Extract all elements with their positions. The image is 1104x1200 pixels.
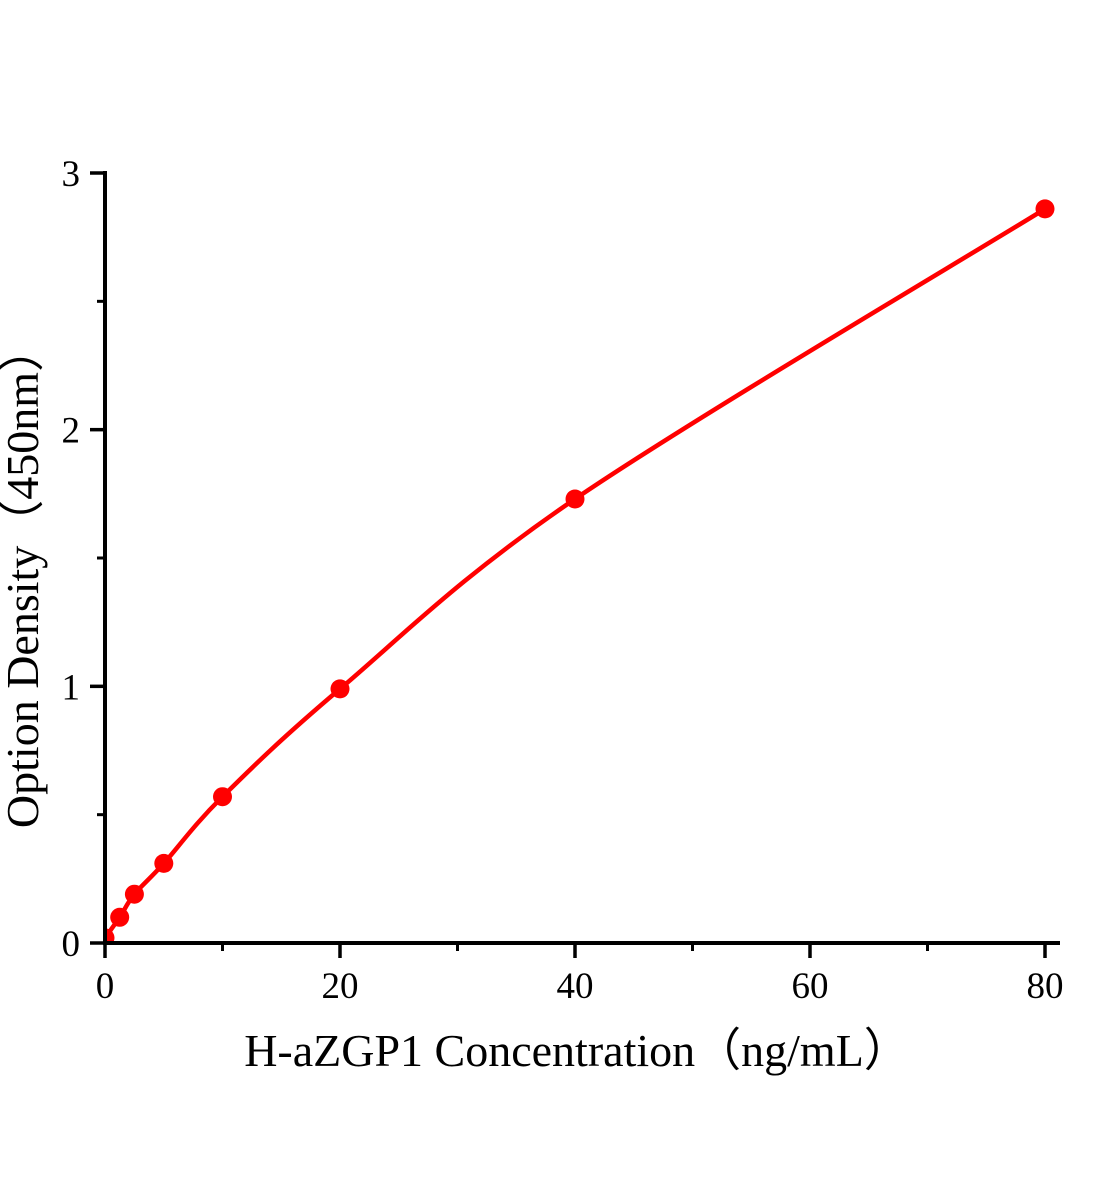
y-axis-title: Option Density（450nm） — [0, 326, 48, 828]
x-tick-label: 80 — [1027, 966, 1064, 1007]
x-tick-label: 60 — [792, 966, 829, 1007]
data-point-marker — [565, 489, 585, 509]
x-tick-label: 40 — [557, 966, 594, 1007]
data-point-marker — [213, 787, 232, 807]
data-series — [103, 199, 1055, 945]
x-axis-title: H-aZGP1 Concentration（ng/mL） — [244, 1025, 910, 1076]
tick-labels: 0 20 40 60 80 0 1 2 3 — [62, 154, 1064, 1007]
axes — [90, 171, 1060, 958]
data-point-marker — [1035, 199, 1055, 219]
y-tick-label: 0 — [62, 924, 81, 965]
y-tick-label: 3 — [62, 154, 81, 195]
x-tick-label: 0 — [96, 966, 115, 1007]
y-tick-label: 1 — [62, 667, 81, 708]
data-point-marker — [124, 884, 144, 904]
y-tick-label: 2 — [62, 411, 81, 452]
x-tick-label: 20 — [322, 966, 359, 1007]
data-point-marker — [330, 679, 350, 699]
data-curve — [103, 206, 1048, 941]
data-point-marker — [154, 853, 174, 873]
data-point-marker — [110, 907, 130, 927]
